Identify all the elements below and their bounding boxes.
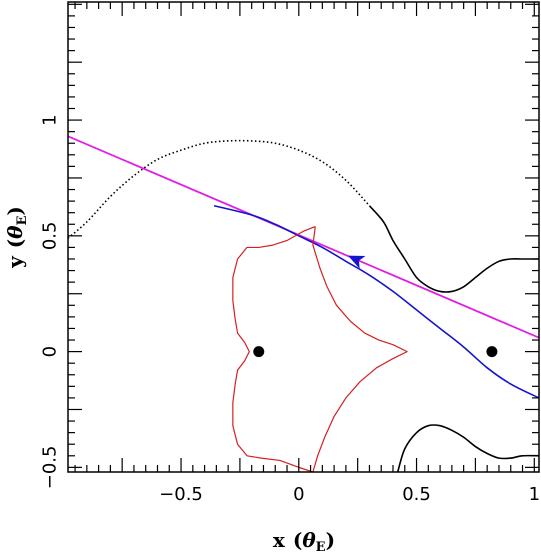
trajectory-series [213, 204, 539, 399]
tick-layer [68, 2, 539, 472]
curve-layer [68, 135, 539, 472]
lens-1-point [253, 346, 265, 358]
lens-2-point [486, 346, 498, 358]
caustic-series [232, 226, 408, 472]
y-axis-label-var: y [3, 255, 27, 269]
y-axis-label-unit: θ [3, 225, 27, 239]
x-tick-label: 0.5 [402, 484, 431, 505]
x-axis-label-var: x [273, 528, 286, 552]
trajectory-arrow [348, 255, 366, 269]
straight-line-series [68, 135, 539, 339]
y-tick-label: −0.5 [40, 446, 61, 490]
plot-frame [67, 1, 540, 473]
y-tick-label: 0.5 [40, 222, 61, 251]
y-tick-label: 0 [40, 346, 61, 357]
critical-curve-dotted-series [68, 139, 371, 239]
x-axis-label: x (θE) [273, 528, 335, 555]
y-axis-label: y(θE) [3, 206, 30, 269]
x-tick-label: −0.5 [159, 484, 203, 505]
y-tick-label: 1 [40, 114, 61, 125]
x-tick-label: 0 [293, 484, 304, 505]
critical-curve-solid-series [368, 205, 539, 293]
x-axis-label-unit: θ [302, 528, 316, 552]
tick-label-layer: −0.5 0 0.5 1 −0.5 0 0.5 1 [40, 114, 541, 505]
y-axis-label-sub: E [15, 215, 30, 225]
x-axis-label-sub: E [316, 540, 326, 555]
critical-curve-lower-series [396, 424, 539, 472]
x-tick-label: 1 [529, 484, 540, 505]
